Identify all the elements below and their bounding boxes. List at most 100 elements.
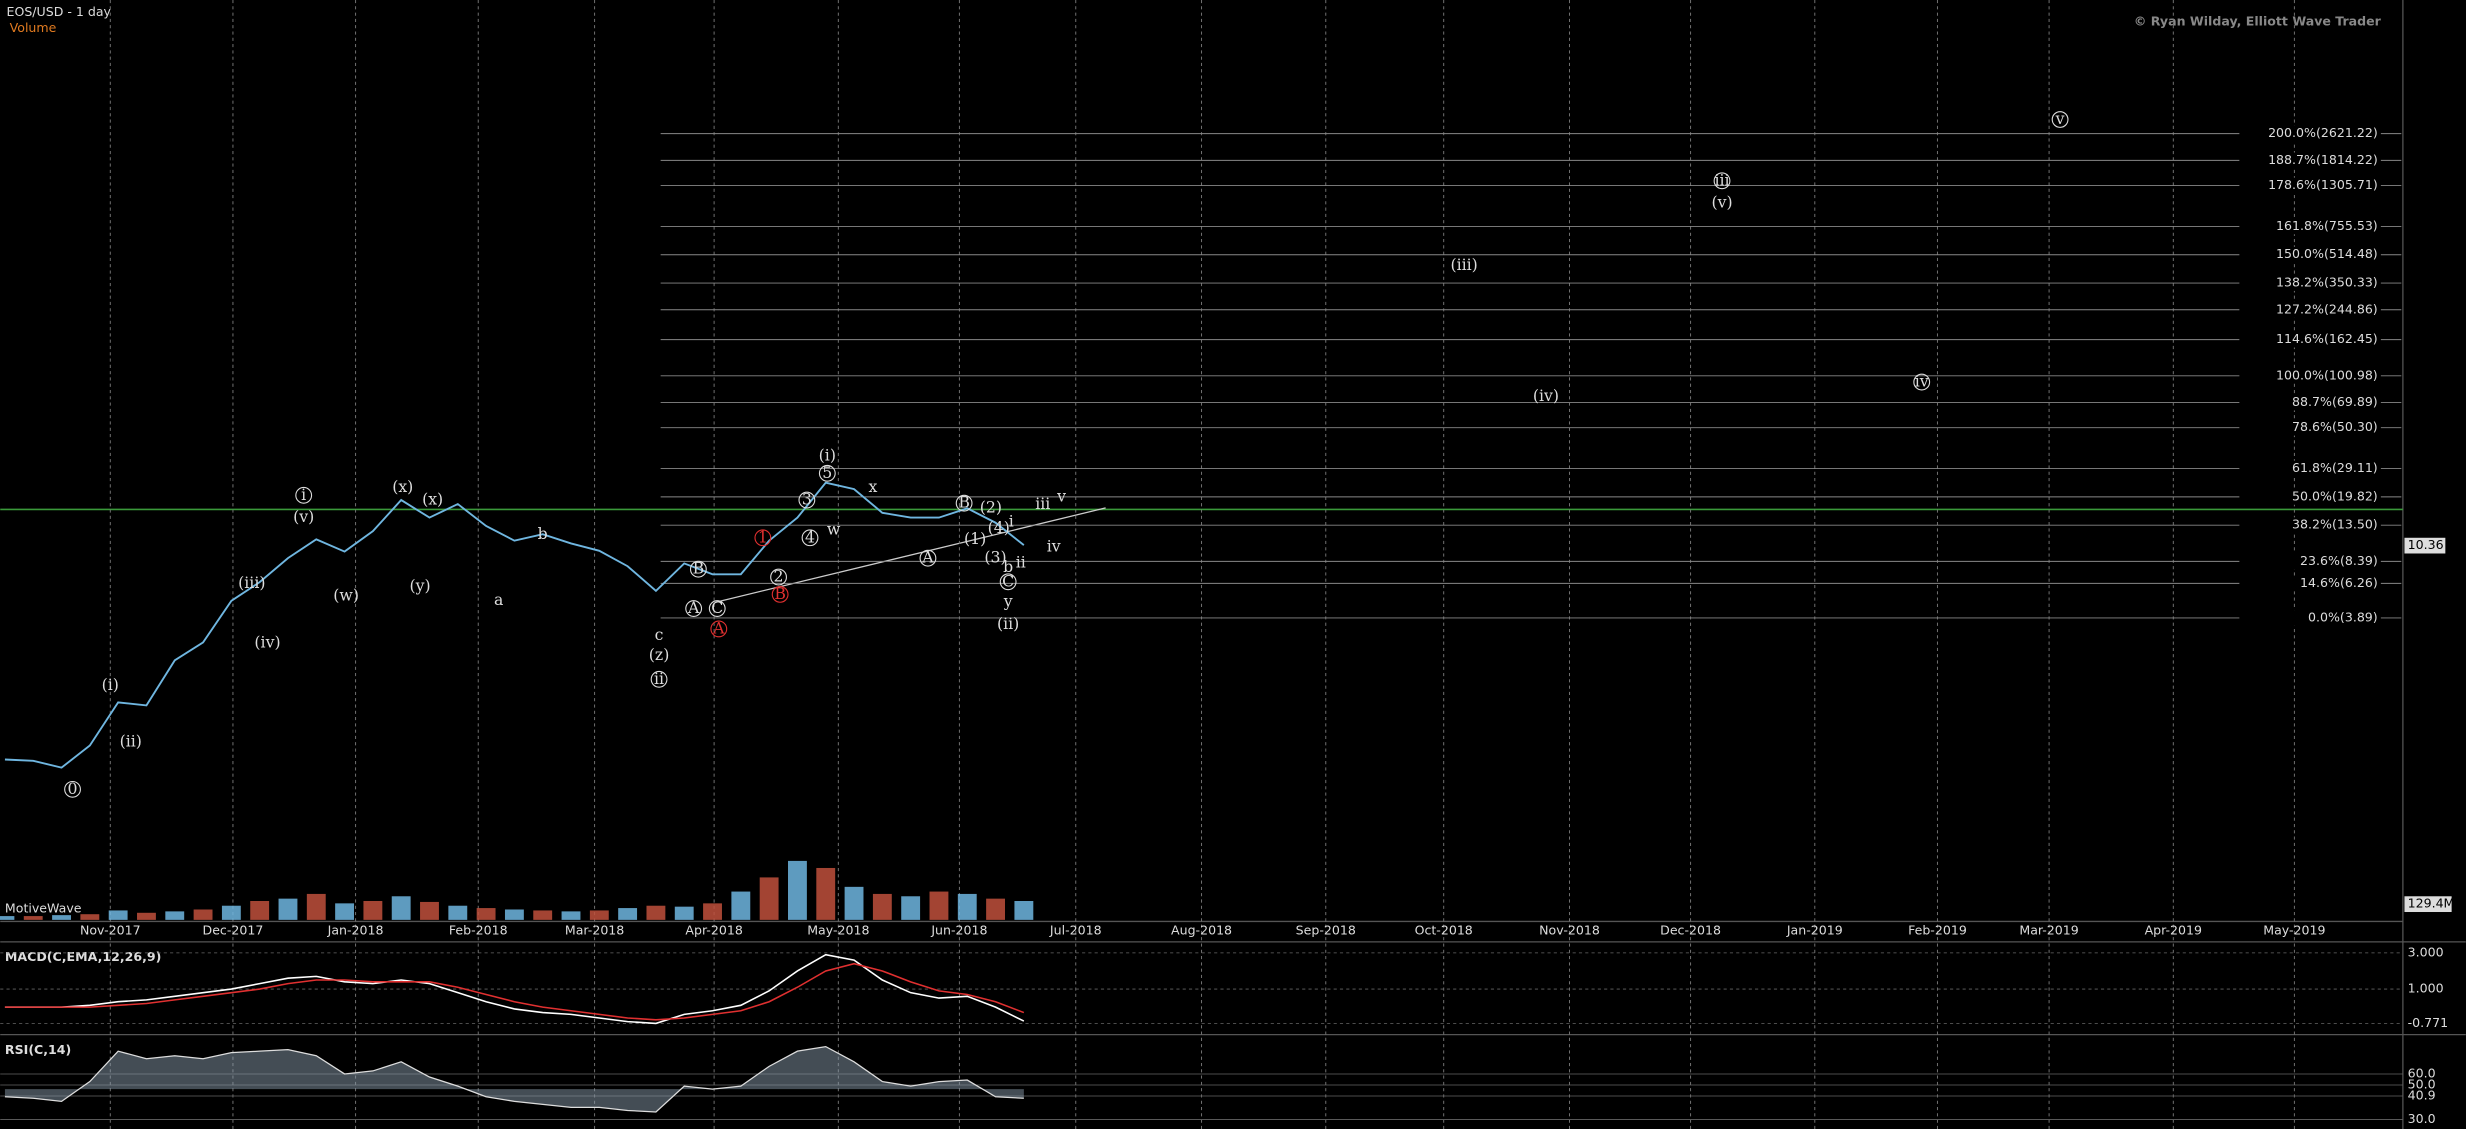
volume-bar xyxy=(929,891,949,920)
wave-label: (y) xyxy=(409,576,430,595)
macd-title: MACD(C,EMA,12,26,9) xyxy=(5,949,161,964)
volume-bar xyxy=(278,898,298,920)
volume-bar xyxy=(23,916,43,920)
rsi-tick: 30.0 xyxy=(2408,1111,2436,1126)
volume-bar xyxy=(221,905,241,920)
wave-label: (v) xyxy=(293,507,314,526)
x-tick-label: Apr-2019 xyxy=(2145,922,2202,937)
wave-label: iii xyxy=(1035,494,1050,513)
fib-label: 150.0%(514.48) xyxy=(2276,246,2378,261)
volume-bar xyxy=(137,912,156,920)
fib-label-box xyxy=(2239,331,2381,348)
fib-label: 138.2%(350.33) xyxy=(2276,275,2378,290)
branding: MotiveWave xyxy=(5,900,82,915)
wave-label: (ii) xyxy=(997,614,1019,633)
volume-bar xyxy=(561,911,581,920)
fib-label: 61.8%(29.11) xyxy=(2292,460,2378,475)
wave-label: v xyxy=(2055,109,2065,128)
fib-label: 114.6%(162.45) xyxy=(2276,331,2378,346)
wave-circle xyxy=(1713,172,1731,190)
x-tick-label: Dec-2018 xyxy=(1660,922,1721,937)
macd-line xyxy=(4,953,1025,1025)
wave-circle xyxy=(999,573,1017,591)
wave-label: b xyxy=(1003,557,1013,576)
x-tick-label: Jul-2018 xyxy=(1049,922,1102,937)
volume-bar xyxy=(816,867,836,920)
wave-circle xyxy=(770,568,787,586)
x-tick-label: Jan-2019 xyxy=(1786,922,1843,937)
wave-label: b xyxy=(538,524,548,543)
x-tick-label: Jan-2018 xyxy=(327,922,384,937)
volume-bar xyxy=(108,910,128,920)
fib-label-box xyxy=(2239,394,2381,411)
volume-value: 129.4M xyxy=(2408,896,2455,911)
wave-label: 3 xyxy=(802,490,812,509)
wave-label: 1 xyxy=(758,527,768,546)
wave-label: (ii) xyxy=(120,732,142,751)
x-tick-label: Dec-2017 xyxy=(203,922,264,937)
x-tick-label: Jun-2018 xyxy=(930,922,987,937)
rsi-tick: 60.0 xyxy=(2408,1065,2436,1080)
wave-label: A xyxy=(687,598,700,617)
macd-tick: 3.000 xyxy=(2408,944,2444,959)
x-tick-label: Nov-2017 xyxy=(80,922,141,937)
wave-label: C xyxy=(1002,571,1014,590)
wave-label: w xyxy=(827,519,841,538)
wave-label: A xyxy=(712,618,725,637)
rsi-line xyxy=(4,1045,1024,1113)
wave-label: (w) xyxy=(333,585,359,604)
volume-bar xyxy=(420,901,439,920)
x-tick-label: Aug-2018 xyxy=(1171,922,1232,937)
macd-tick: 1.000 xyxy=(2408,981,2444,996)
wave-label: ii xyxy=(654,669,664,688)
fib-label-box xyxy=(2239,177,2381,194)
wave-circle xyxy=(818,464,836,482)
wave-label: (x) xyxy=(392,477,413,496)
volume-bar xyxy=(872,893,892,920)
x-tick-label: Nov-2018 xyxy=(1539,922,1600,937)
volume-bar xyxy=(703,903,722,920)
wave-circle xyxy=(708,600,726,617)
wave-label: x xyxy=(868,477,877,496)
volume-bar xyxy=(165,911,185,920)
wave-circle xyxy=(955,494,973,512)
volume-bar xyxy=(646,905,666,920)
volume-label: Volume xyxy=(10,20,57,35)
fib-label: 88.7%(69.89) xyxy=(2292,394,2378,409)
wave-circle xyxy=(801,529,819,547)
fib-label-box xyxy=(2239,489,2381,505)
volume-bar xyxy=(731,891,751,920)
wave-label: (4) xyxy=(988,518,1010,537)
wave-label: C xyxy=(711,598,723,617)
wave-label: 4 xyxy=(805,527,815,546)
wave-label: (iii) xyxy=(1450,255,1477,274)
fib-label-box xyxy=(2239,246,2381,263)
wave-circle xyxy=(798,491,816,509)
wave-label: B xyxy=(958,493,970,512)
wave-label: (iii) xyxy=(238,573,265,592)
x-tick-label: Sep-2018 xyxy=(1296,922,1356,937)
volume-bar xyxy=(52,915,71,920)
wave-label: i xyxy=(1009,512,1014,531)
x-tick-label: May-2018 xyxy=(807,922,869,937)
x-tick-label: Mar-2019 xyxy=(2019,922,2078,937)
wave-label: (1) xyxy=(964,529,986,548)
rsi-title: RSI(C,14) xyxy=(5,1042,71,1057)
fib-label: 127.2%(244.86) xyxy=(2276,301,2378,316)
fib-label: 78.6%(50.30) xyxy=(2292,419,2378,434)
volume-bar xyxy=(0,916,15,920)
wave-label: i xyxy=(301,485,306,504)
volume-bar xyxy=(759,877,779,920)
fib-label-box xyxy=(2239,367,2381,384)
fib-label-box xyxy=(2239,575,2381,592)
fib-label: 100.0%(100.98) xyxy=(2276,367,2378,382)
rsi-area xyxy=(4,1046,1024,1112)
wave-circle xyxy=(689,560,707,578)
wave-circle xyxy=(771,585,789,603)
volume-bar xyxy=(788,860,807,920)
fib-label-box xyxy=(2239,460,2381,477)
volume-bar xyxy=(250,900,270,920)
volume-bar xyxy=(901,896,921,920)
x-tick-label: Apr-2018 xyxy=(685,922,742,937)
